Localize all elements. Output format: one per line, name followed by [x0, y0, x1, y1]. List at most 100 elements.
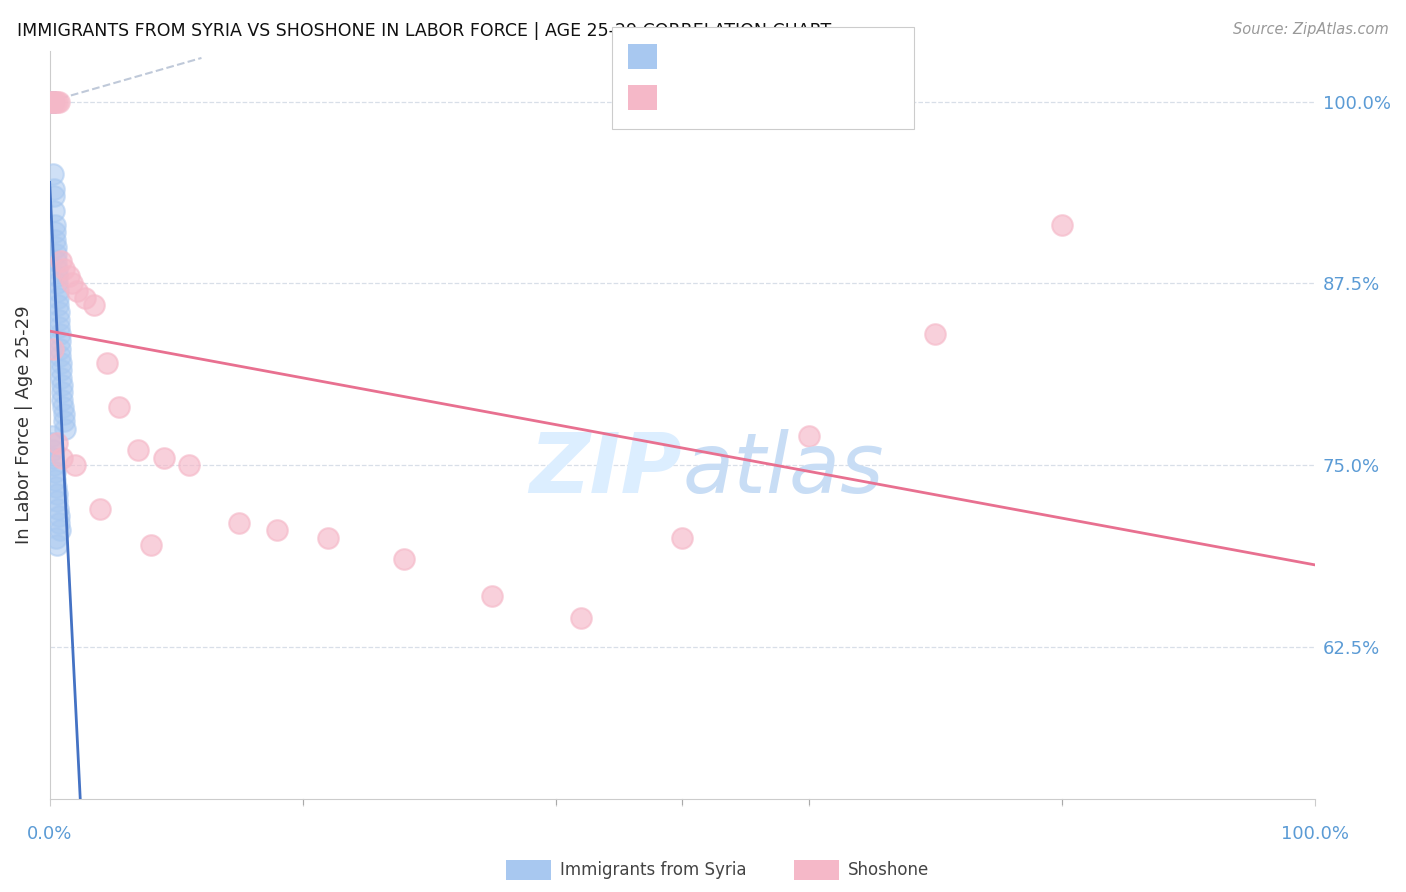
- Point: [39, 95, 62, 109]
- Point: [44, 226, 66, 240]
- Point: [42, 167, 65, 181]
- Text: 0.148: 0.148: [704, 47, 756, 65]
- Point: [62, 277, 84, 291]
- Point: [42, 95, 65, 109]
- Point: [569, 610, 592, 624]
- Point: [41, 95, 63, 109]
- Point: [49, 342, 72, 356]
- Point: [45, 480, 67, 494]
- Point: [96, 356, 118, 370]
- Point: [42, 95, 65, 109]
- Point: [797, 429, 820, 443]
- Point: [39, 95, 62, 109]
- Point: [39, 95, 62, 109]
- Point: [58, 268, 80, 283]
- Point: [392, 552, 415, 566]
- Text: IMMIGRANTS FROM SYRIA VS SHOSHONE IN LABOR FORCE | AGE 25-29 CORRELATION CHART: IMMIGRANTS FROM SYRIA VS SHOSHONE IN LAB…: [17, 22, 831, 40]
- Point: [46, 268, 69, 283]
- Point: [44, 95, 66, 109]
- Point: [42, 342, 65, 356]
- Point: [44, 233, 66, 247]
- Point: [49, 349, 72, 363]
- Point: [481, 589, 503, 603]
- Point: [63, 458, 86, 472]
- Point: [177, 458, 200, 472]
- Point: [52, 400, 75, 414]
- Point: [46, 538, 69, 552]
- Point: [48, 312, 70, 326]
- Point: [44, 218, 66, 232]
- Point: [51, 392, 73, 407]
- Point: [316, 531, 339, 545]
- Point: [41, 429, 63, 443]
- Point: [53, 414, 76, 428]
- Point: [49, 363, 72, 377]
- Text: 34: 34: [804, 88, 828, 106]
- Point: [83, 298, 105, 312]
- Point: [1050, 218, 1073, 232]
- Point: [51, 385, 73, 400]
- Point: [89, 501, 111, 516]
- Point: [52, 261, 75, 276]
- Point: [45, 247, 67, 261]
- Text: Immigrants from Syria: Immigrants from Syria: [560, 861, 747, 879]
- Point: [139, 538, 162, 552]
- Point: [48, 508, 70, 523]
- Point: [108, 400, 131, 414]
- Point: [45, 531, 67, 545]
- Point: [671, 531, 693, 545]
- Point: [46, 291, 69, 305]
- Point: [46, 298, 69, 312]
- Point: [53, 422, 76, 436]
- Point: [39, 95, 62, 109]
- Point: [48, 516, 70, 530]
- Point: [51, 370, 73, 384]
- Text: R =: R =: [668, 88, 709, 106]
- Point: [48, 319, 70, 334]
- Text: 0.0%: 0.0%: [27, 825, 72, 844]
- Text: 100.0%: 100.0%: [1281, 825, 1348, 844]
- Point: [41, 95, 63, 109]
- Point: [42, 95, 65, 109]
- Point: [46, 494, 69, 508]
- Point: [45, 254, 67, 268]
- Point: [66, 284, 89, 298]
- Text: N =: N =: [769, 47, 806, 65]
- Point: [152, 450, 174, 465]
- Point: [51, 450, 73, 465]
- Text: atlas: atlas: [682, 429, 884, 510]
- Text: 0.181: 0.181: [704, 88, 756, 106]
- Point: [45, 487, 67, 501]
- Point: [46, 436, 69, 450]
- Point: [46, 277, 69, 291]
- Point: [924, 327, 946, 342]
- Point: [41, 436, 63, 450]
- Text: ZIP: ZIP: [530, 429, 682, 510]
- Point: [46, 501, 69, 516]
- Point: [44, 465, 66, 479]
- Point: [48, 95, 70, 109]
- Text: Shoshone: Shoshone: [848, 861, 929, 879]
- Point: [49, 254, 72, 268]
- Point: [44, 473, 66, 487]
- Point: [228, 516, 250, 530]
- Point: [48, 327, 70, 342]
- Point: [42, 443, 65, 458]
- Point: [44, 203, 66, 218]
- Point: [266, 524, 288, 538]
- Point: [42, 450, 65, 465]
- Point: [45, 261, 67, 276]
- Text: Source: ZipAtlas.com: Source: ZipAtlas.com: [1233, 22, 1389, 37]
- Point: [42, 182, 65, 196]
- Point: [49, 356, 72, 370]
- Point: [49, 524, 72, 538]
- Point: [51, 378, 73, 392]
- Text: R =: R =: [668, 47, 709, 65]
- Point: [49, 334, 72, 349]
- Point: [48, 305, 70, 319]
- Text: N =: N =: [769, 88, 806, 106]
- Point: [41, 95, 63, 109]
- Point: [42, 458, 65, 472]
- Point: [127, 443, 149, 458]
- Point: [41, 95, 63, 109]
